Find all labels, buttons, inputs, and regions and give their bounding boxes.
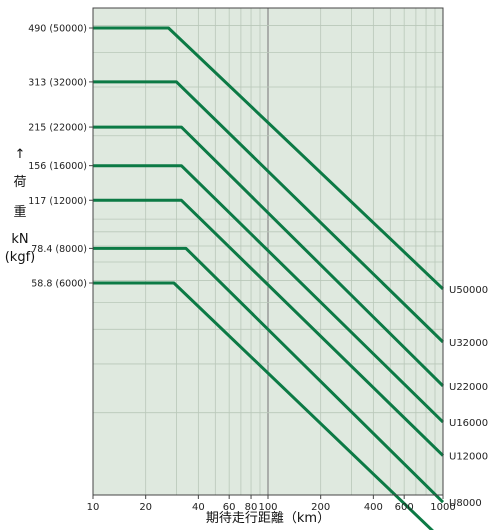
x-tick-label: 100 — [258, 502, 277, 513]
x-tick-label: 40 — [192, 502, 205, 513]
y-axis-title-line3: kN — [11, 232, 28, 247]
y-tick-label: 117 (12000) — [28, 196, 87, 207]
y-axis-title-line2: 重 — [13, 204, 26, 220]
y-tick-label: 58.8 (6000) — [31, 279, 87, 290]
x-axis-ticks: 10 20 40 60 80 100 200 400 600 1000 — [87, 495, 456, 513]
y-tick-label: 78.4 (8000) — [31, 244, 87, 255]
x-axis-title: 期待走行距離（km） — [206, 511, 330, 526]
series-label-u32000: U32000 — [449, 338, 488, 349]
series-line-u6000 — [93, 281, 434, 530]
y-axis-title-line1: 荷 — [13, 175, 26, 190]
x-tick-label: 80 — [245, 502, 258, 513]
series-label-u8000: U8000 — [449, 498, 482, 509]
x-tick-label: 600 — [395, 502, 414, 513]
y-axis-ticks: 490 (50000) 313 (32000) 215 (22000) 156 (16… — [28, 24, 93, 290]
y-tick-label: 313 (32000) — [28, 77, 87, 88]
series-label-u22000: U22000 — [449, 382, 488, 393]
series-line-u50000 — [93, 26, 445, 290]
series-line-u22000 — [93, 125, 445, 387]
series-label-u16000: U16000 — [449, 418, 488, 429]
series-line-u12000 — [93, 198, 445, 457]
series-lines — [93, 26, 445, 530]
y-tick-label: 490 (50000) — [28, 24, 87, 35]
series-labels: U50000U32000U22000U16000U12000U8000U6000 — [449, 285, 488, 509]
y-axis-title-line4: (kgf) — [5, 250, 36, 265]
series-line-u32000 — [93, 80, 445, 344]
x-tick-label: 1000 — [430, 502, 455, 513]
x-tick-label: 60 — [223, 502, 236, 513]
x-tick-label: 200 — [311, 502, 330, 513]
series-label-u12000: U12000 — [449, 452, 488, 463]
x-tick-label: 400 — [364, 502, 383, 513]
y-tick-label: 156 (16000) — [28, 161, 87, 172]
y-axis-arrow: ↑ — [15, 147, 26, 162]
x-tick-label: 10 — [87, 502, 100, 513]
series-line-u16000 — [93, 164, 445, 424]
series-line-u8000 — [93, 246, 445, 504]
series-label-u50000: U50000 — [449, 285, 488, 296]
y-tick-label: 215 (22000) — [28, 123, 87, 134]
x-tick-label: 20 — [139, 502, 152, 513]
